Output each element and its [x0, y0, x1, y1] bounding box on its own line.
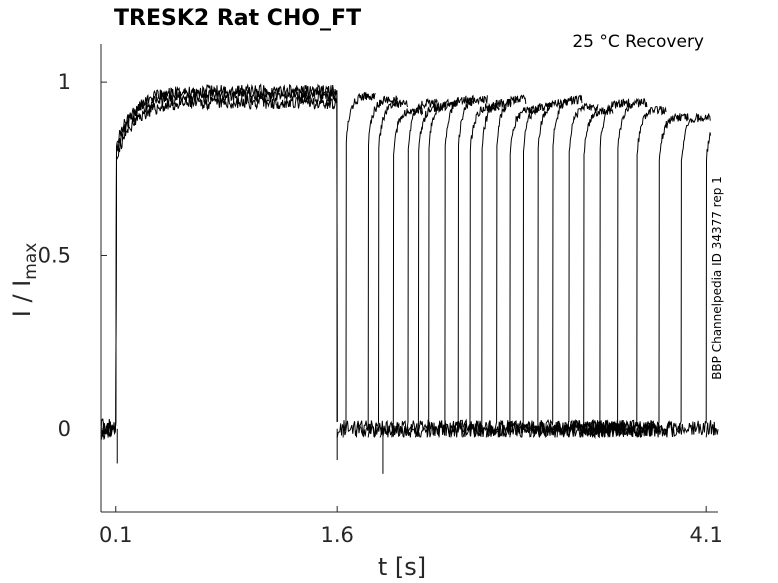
recovery-trace: [438, 102, 500, 438]
recovery-trace: [426, 95, 488, 438]
recovery-trace: [556, 97, 648, 438]
pre-pulse-trace: [100, 95, 338, 441]
x-axis-label: t [s]: [378, 553, 426, 581]
recovery-trace: [355, 99, 409, 438]
side-note: BBP Channelpedia ID 34377 rep 1: [710, 176, 724, 380]
y-axis-label-subscript: max: [21, 243, 41, 280]
recovery-trace: [592, 112, 711, 438]
y-axis: 00.51: [38, 44, 107, 512]
recovery-trace: [473, 104, 540, 438]
recovery-trace: [580, 112, 689, 440]
recovery-trace: [403, 98, 459, 438]
recovery-trace: [336, 91, 376, 438]
pre-pulse-trace: [100, 89, 338, 438]
recovery-trace: [521, 102, 599, 438]
recovery-trace: [509, 94, 583, 438]
recovery-trace: [485, 102, 553, 438]
recovery-trace: [462, 94, 527, 438]
plot-area: [100, 83, 719, 474]
x-tick-label: 1.6: [320, 523, 353, 547]
y-tick-label: 0.5: [38, 243, 71, 267]
recovery-trace: [450, 98, 512, 438]
x-axis: 0.1 1.6 4.1: [99, 506, 723, 547]
recovery-trace: [544, 98, 630, 439]
chart-title: TRESK2 Rat CHO_FT: [114, 6, 361, 31]
y-tick-label: 1: [58, 70, 71, 94]
chart-annotation: 25 °C Recovery: [572, 32, 704, 52]
recovery-trace: [533, 104, 614, 438]
recovery-trace: [391, 101, 449, 438]
recovery-trace: [497, 98, 568, 438]
x-tick-label: 4.1: [689, 523, 722, 547]
recovery-trace: [367, 104, 423, 439]
recovery-trace: [603, 132, 712, 439]
recovery-trace: [414, 94, 475, 438]
recovery-trace: [342, 95, 398, 438]
baseline-trace: [705, 420, 719, 438]
x-tick-label: 0.1: [99, 523, 132, 547]
pre-pulse-trace: [100, 83, 338, 436]
y-tick-label: 0: [58, 417, 71, 441]
y-axis-label: I / Imax: [8, 243, 41, 318]
y-axis-label-main: I / I: [8, 280, 36, 318]
